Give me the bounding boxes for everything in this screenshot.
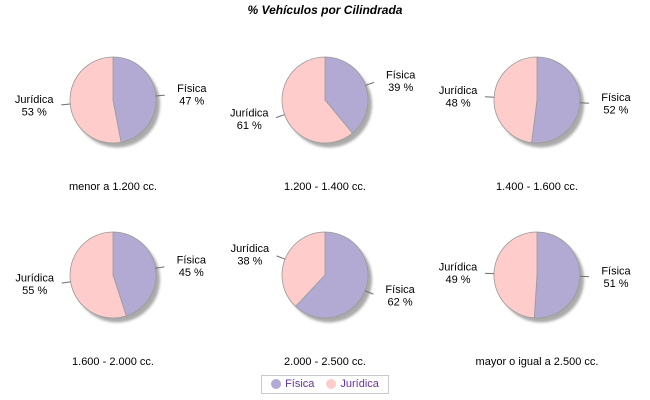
slice-label: Física 39 %	[386, 70, 416, 95]
slice-leader-line	[485, 96, 495, 98]
pie-category-label: 1.400 - 1.600 cc.	[496, 181, 578, 193]
pie-category-label: 1.200 - 1.400 cc.	[284, 181, 366, 193]
pie-slice-juridica	[493, 56, 538, 144]
chart-title: % Vehículos por Cilindrada	[247, 3, 403, 17]
slice-leader-line	[155, 266, 165, 269]
slice-leader-line	[61, 281, 71, 284]
pie-chart: Física 45 % Jurídica 55 % 1.600 - 2.000 cc.	[15, 231, 207, 368]
slice-leader-line	[61, 103, 71, 106]
legend-item-juridica: Jurídica	[326, 378, 379, 390]
slice-label: Jurídica 49 %	[439, 262, 478, 287]
pie-slice-juridica	[69, 231, 127, 319]
pie-chart: Física 39 % Jurídica 61 % 1.200 - 1.400 cc.	[230, 56, 416, 193]
pie-slice-juridica	[281, 56, 353, 144]
slice-label: Jurídica 61 %	[230, 108, 269, 133]
slice-label: Física 62 %	[385, 284, 415, 309]
pie-chart: Física 62 % Jurídica 38 % 2.000 - 2.500 cc.	[231, 231, 416, 368]
pie-slice-fisica	[533, 231, 581, 319]
pie-category-label: 1.600 - 2.000 cc.	[72, 356, 154, 368]
slice-label: Jurídica 38 %	[231, 243, 270, 268]
legend: Física Jurídica	[261, 375, 389, 394]
slice-label: Jurídica 55 %	[15, 272, 54, 297]
fisica-color-swatch-icon	[271, 379, 282, 389]
slice-label: Física 52 %	[601, 92, 631, 117]
slice-leader-line	[364, 290, 374, 295]
slice-leader-line	[579, 102, 589, 104]
slice-leader-line	[275, 114, 285, 119]
pie-category-label: mayor o igual a 2.500 cc.	[476, 356, 599, 368]
pie-slice-juridica	[69, 56, 122, 144]
slice-leader-line	[155, 94, 165, 97]
legend-label-fisica: Física	[285, 378, 315, 390]
slice-label: Física 45 %	[177, 255, 207, 280]
slice-label: Física 51 %	[601, 265, 631, 290]
pie-chart: Física 52 % Jurídica 48 % 1.400 - 1.600 cc.	[439, 56, 631, 193]
slice-leader-line	[276, 255, 286, 260]
legend-label-juridica: Jurídica	[340, 378, 379, 390]
pie-category-label: menor a 1.200 cc.	[69, 181, 157, 193]
legend-item-fisica: Física	[271, 378, 314, 390]
pie-slice-juridica	[493, 231, 538, 319]
pie-slice-fisica	[324, 56, 369, 134]
pie-chart: Física 47 % Jurídica 53 % menor a 1.200 cc.	[15, 56, 207, 193]
pie-chart: Física 51 % Jurídica 49 % mayor o igual a 2.…	[439, 231, 632, 368]
slice-label: Jurídica 48 %	[439, 85, 478, 110]
juridica-color-swatch-icon	[326, 379, 337, 389]
pie-slice-fisica	[295, 231, 369, 319]
pie-slice-fisica	[112, 231, 157, 317]
slice-leader-line	[365, 81, 375, 86]
pie-slice-juridica	[281, 231, 326, 307]
slice-label: Jurídica 53 %	[15, 94, 54, 119]
slice-label: Física 47 %	[177, 83, 207, 108]
pie-category-label: 2.000 - 2.500 cc.	[284, 356, 366, 368]
